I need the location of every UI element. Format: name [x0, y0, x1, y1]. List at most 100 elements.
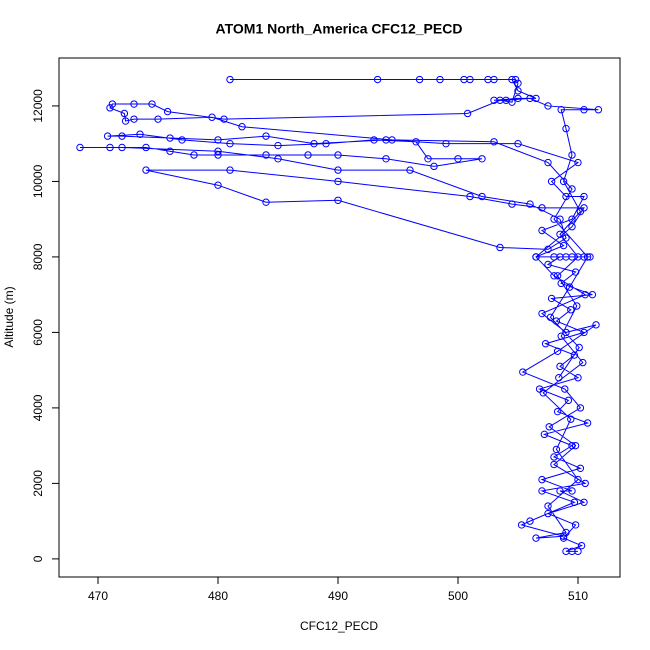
data-point: [262, 151, 270, 159]
data-point: [568, 215, 576, 223]
data-point: [262, 198, 270, 206]
data-point: [373, 75, 382, 84]
data-point: [484, 75, 492, 84]
data-point: [588, 290, 597, 299]
data-point: [592, 321, 600, 329]
data-point: [166, 134, 174, 142]
data-point: [580, 192, 588, 201]
data-point: [550, 453, 558, 461]
data-point: [214, 147, 222, 155]
data-point: [430, 162, 438, 171]
data-point: [334, 166, 342, 174]
y-tick-label: 8000: [31, 243, 45, 270]
data-point: [370, 136, 378, 144]
data-point: [382, 155, 390, 163]
data-line: [80, 79, 599, 552]
data-point: [118, 143, 126, 152]
data-point: [568, 487, 576, 495]
data-point: [583, 419, 592, 427]
data-point: [550, 460, 558, 469]
data-point: [557, 279, 565, 288]
data-point: [570, 498, 579, 506]
data-point: [130, 100, 138, 108]
x-tick-label: 480: [208, 589, 228, 603]
data-point: [466, 192, 474, 201]
y-tick-label: 12000: [31, 89, 45, 123]
data-point: [526, 200, 534, 208]
data-point: [553, 272, 562, 280]
data-point: [567, 306, 575, 314]
y-tick-label: 10000: [31, 164, 45, 198]
data-point: [561, 385, 569, 393]
x-axis-label: CFC12_PECD: [300, 619, 378, 633]
data-point: [562, 192, 570, 201]
data-point: [514, 87, 522, 95]
y-axis-label: Altitude (m): [2, 286, 16, 347]
data-point: [106, 143, 114, 152]
data-point: [208, 113, 216, 121]
data-point: [571, 521, 580, 529]
data-point: [526, 517, 534, 525]
data-point: [580, 498, 588, 506]
x-tick-label: 470: [88, 589, 108, 603]
data-point: [556, 487, 564, 495]
data-point: [565, 283, 574, 291]
data-point: [559, 241, 568, 250]
data-point: [553, 347, 562, 355]
data-point: [519, 368, 527, 376]
data-point: [580, 106, 588, 114]
data-point: [478, 155, 486, 163]
data-point: [559, 177, 568, 186]
data-point: [190, 151, 198, 159]
data-point: [508, 200, 516, 208]
data-point: [574, 475, 582, 484]
data-point: [562, 328, 570, 337]
data-point: [577, 541, 586, 550]
data-point: [154, 115, 162, 123]
data-point: [514, 139, 522, 148]
data-point: [544, 502, 552, 510]
data-point: [538, 475, 546, 484]
data-point: [544, 158, 552, 167]
data-point: [412, 138, 420, 146]
data-point: [220, 115, 228, 123]
data-point: [490, 138, 498, 146]
data-point: [424, 155, 432, 163]
data-point: [514, 94, 522, 103]
data-point: [226, 75, 234, 84]
data-point: [274, 141, 282, 150]
data-point: [538, 487, 546, 495]
data-point: [166, 147, 174, 155]
x-tick-label: 500: [448, 589, 468, 603]
data-point: [540, 430, 549, 439]
data-point: [514, 79, 522, 87]
data-point: [547, 294, 556, 303]
data-point: [571, 268, 580, 276]
data-point: [532, 534, 540, 542]
data-point: [463, 109, 472, 118]
data-point: [496, 243, 504, 252]
data-point: [538, 204, 546, 212]
x-tick-label: 510: [568, 589, 588, 603]
data-point: [304, 151, 312, 159]
data-point: [579, 358, 587, 367]
data-point: [575, 343, 583, 352]
data-point: [541, 340, 550, 348]
data-point: [564, 396, 573, 405]
data-point: [517, 521, 526, 529]
data-point: [226, 166, 234, 174]
data-point: [547, 177, 556, 186]
x-tick-label: 490: [328, 589, 348, 603]
data-point: [121, 117, 130, 125]
data-point: [574, 253, 582, 261]
data-point: [142, 143, 150, 152]
data-point: [120, 109, 129, 118]
data-point: [557, 332, 565, 340]
data-point: [163, 107, 172, 116]
data-point: [574, 374, 582, 382]
data-point: [511, 75, 520, 84]
data-point: [581, 479, 589, 488]
data-point: [544, 102, 552, 110]
data-point: [556, 362, 564, 371]
data-point: [238, 122, 246, 131]
